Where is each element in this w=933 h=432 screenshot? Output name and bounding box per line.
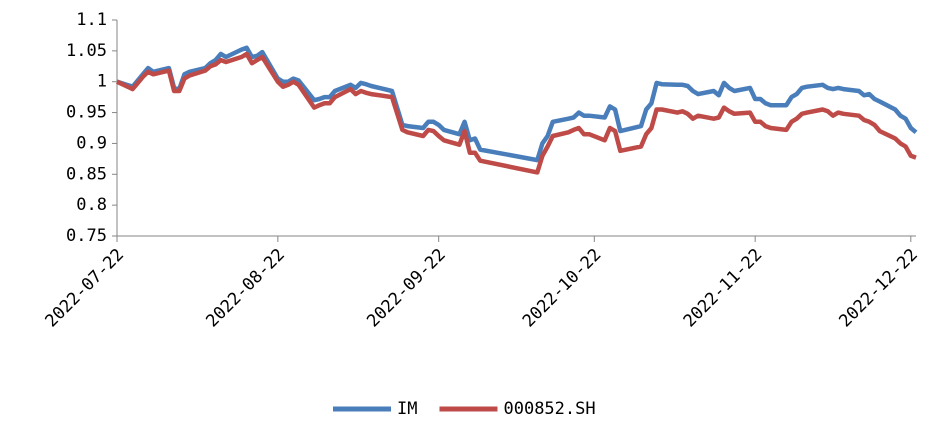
y-tick-label: 1.1 bbox=[76, 10, 107, 30]
legend-label: IM bbox=[397, 399, 417, 419]
y-tick-label: 0.95 bbox=[66, 103, 107, 123]
x-tick-label: 2022-07-22 bbox=[42, 245, 129, 332]
y-tick-label: 1 bbox=[97, 72, 107, 92]
x-tick-label: 2022-09-22 bbox=[363, 245, 450, 332]
series-line bbox=[116, 51, 917, 175]
x-tick-label: 2022-08-22 bbox=[202, 245, 289, 332]
y-tick-label: 1.05 bbox=[66, 41, 107, 61]
x-tick-label: 2022-11-22 bbox=[680, 245, 767, 332]
legend-label: 000852.SH bbox=[503, 399, 595, 419]
y-tick-label: 0.85 bbox=[66, 164, 107, 184]
y-tick-label: 0.8 bbox=[76, 195, 107, 215]
x-tick-label: 2022-12-22 bbox=[835, 245, 922, 332]
y-tick-label: 0.9 bbox=[76, 133, 107, 153]
series-line bbox=[116, 45, 918, 163]
x-tick-label: 2022-10-22 bbox=[519, 245, 606, 332]
y-tick-label: 0.75 bbox=[66, 226, 107, 246]
